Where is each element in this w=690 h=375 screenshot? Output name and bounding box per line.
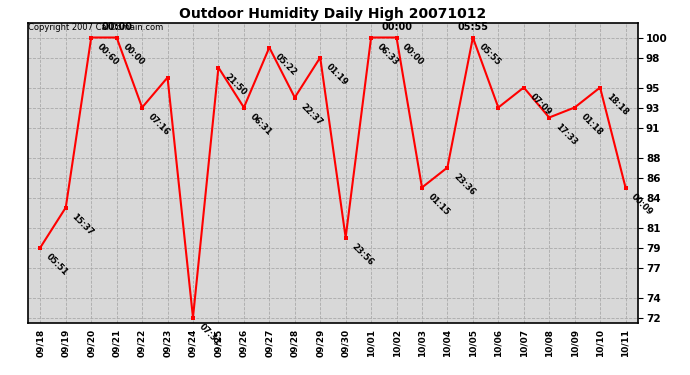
Text: 21:50: 21:50 bbox=[223, 72, 248, 97]
Point bbox=[442, 165, 453, 171]
Text: 01:19: 01:19 bbox=[324, 62, 350, 87]
Point bbox=[315, 54, 326, 60]
Text: 17:33: 17:33 bbox=[553, 122, 578, 147]
Text: 00:00: 00:00 bbox=[381, 22, 412, 32]
Text: 00:00: 00:00 bbox=[121, 42, 146, 67]
Point bbox=[467, 34, 478, 40]
Text: 05:22: 05:22 bbox=[273, 52, 299, 77]
Text: 05:55: 05:55 bbox=[477, 42, 502, 67]
Text: 07:31: 07:31 bbox=[197, 322, 222, 347]
Text: Copyright 2007 CarDomain.com: Copyright 2007 CarDomain.com bbox=[28, 22, 164, 32]
Point bbox=[238, 105, 249, 111]
Point bbox=[569, 105, 580, 111]
Point bbox=[213, 64, 224, 70]
Text: 18:18: 18:18 bbox=[604, 92, 629, 117]
Point bbox=[86, 34, 97, 40]
Point bbox=[417, 184, 428, 190]
Point bbox=[544, 114, 555, 120]
Point bbox=[264, 45, 275, 51]
Point bbox=[162, 75, 173, 81]
Point bbox=[188, 315, 199, 321]
Text: 06:33: 06:33 bbox=[375, 42, 400, 67]
Point bbox=[111, 34, 122, 40]
Text: 05:55: 05:55 bbox=[457, 22, 489, 32]
Text: 07:09: 07:09 bbox=[528, 92, 553, 117]
Point bbox=[518, 84, 529, 90]
Text: 01:15: 01:15 bbox=[426, 192, 451, 217]
Text: 22:37: 22:37 bbox=[299, 102, 324, 127]
Text: 00:09: 00:09 bbox=[630, 192, 655, 217]
Text: 07:16: 07:16 bbox=[146, 112, 171, 137]
Text: 06:31: 06:31 bbox=[248, 112, 273, 137]
Point bbox=[289, 94, 300, 100]
Text: 23:36: 23:36 bbox=[451, 172, 477, 197]
Point bbox=[366, 34, 377, 40]
Point bbox=[620, 184, 631, 190]
Point bbox=[60, 204, 71, 210]
Point bbox=[595, 84, 606, 90]
Point bbox=[340, 234, 351, 240]
Point bbox=[493, 105, 504, 111]
Text: 00:00: 00:00 bbox=[101, 22, 132, 32]
Point bbox=[391, 34, 402, 40]
Text: 00:60: 00:60 bbox=[95, 42, 121, 67]
Text: 01:18: 01:18 bbox=[579, 112, 604, 137]
Point bbox=[137, 105, 148, 111]
Text: 23:56: 23:56 bbox=[350, 242, 375, 267]
Title: Outdoor Humidity Daily High 20071012: Outdoor Humidity Daily High 20071012 bbox=[179, 8, 486, 21]
Text: 05:51: 05:51 bbox=[44, 252, 70, 277]
Text: 15:37: 15:37 bbox=[70, 211, 95, 237]
Text: 00:00: 00:00 bbox=[401, 42, 426, 67]
Point bbox=[34, 244, 46, 250]
